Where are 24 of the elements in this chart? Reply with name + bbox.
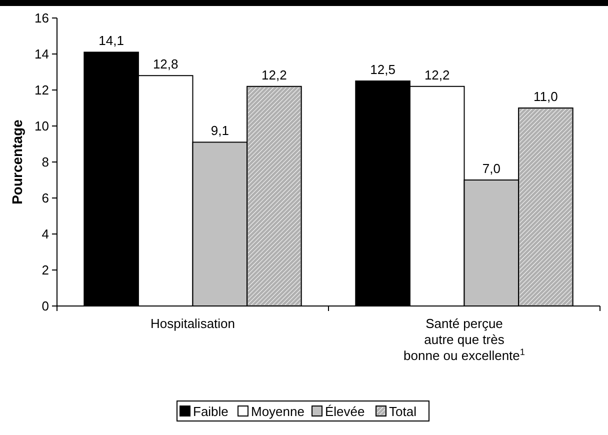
y-tick-label: 10 bbox=[34, 118, 49, 134]
data-label: 14,1 bbox=[98, 33, 124, 48]
y-tick-label: 0 bbox=[42, 298, 49, 314]
legend-label: Faible bbox=[193, 404, 228, 419]
data-label: 11,0 bbox=[534, 89, 558, 104]
legend-label: Total bbox=[389, 404, 417, 419]
data-label: 12,8 bbox=[152, 56, 178, 72]
y-tick-label: 14 bbox=[34, 46, 49, 62]
y-tick-label: 4 bbox=[42, 226, 49, 242]
x-tick-label: Santé perçue autre que très bonne ou excellente$^{1}$ bbox=[404, 316, 525, 363]
y-tick-label: 6 bbox=[42, 190, 49, 206]
x-tick-label: Hospitalisation bbox=[150, 316, 236, 331]
data-label: 12,2 bbox=[424, 67, 450, 82]
data-label: 7,0 bbox=[482, 161, 500, 176]
y-tick-label: 16 bbox=[34, 10, 49, 26]
legend-label: Moyenne bbox=[251, 404, 304, 419]
y-tick-label: 2 bbox=[42, 262, 49, 278]
y-tick-label: 8 bbox=[42, 154, 49, 170]
y-axis-title: Pourcentage bbox=[9, 119, 25, 204]
data-label: 12,2 bbox=[262, 67, 287, 82]
data-label: 9,1 bbox=[210, 123, 229, 138]
legend-label: Élevée bbox=[325, 404, 365, 419]
y-tick-label: 12 bbox=[34, 82, 49, 98]
data-label: 12,5 bbox=[370, 62, 396, 77]
